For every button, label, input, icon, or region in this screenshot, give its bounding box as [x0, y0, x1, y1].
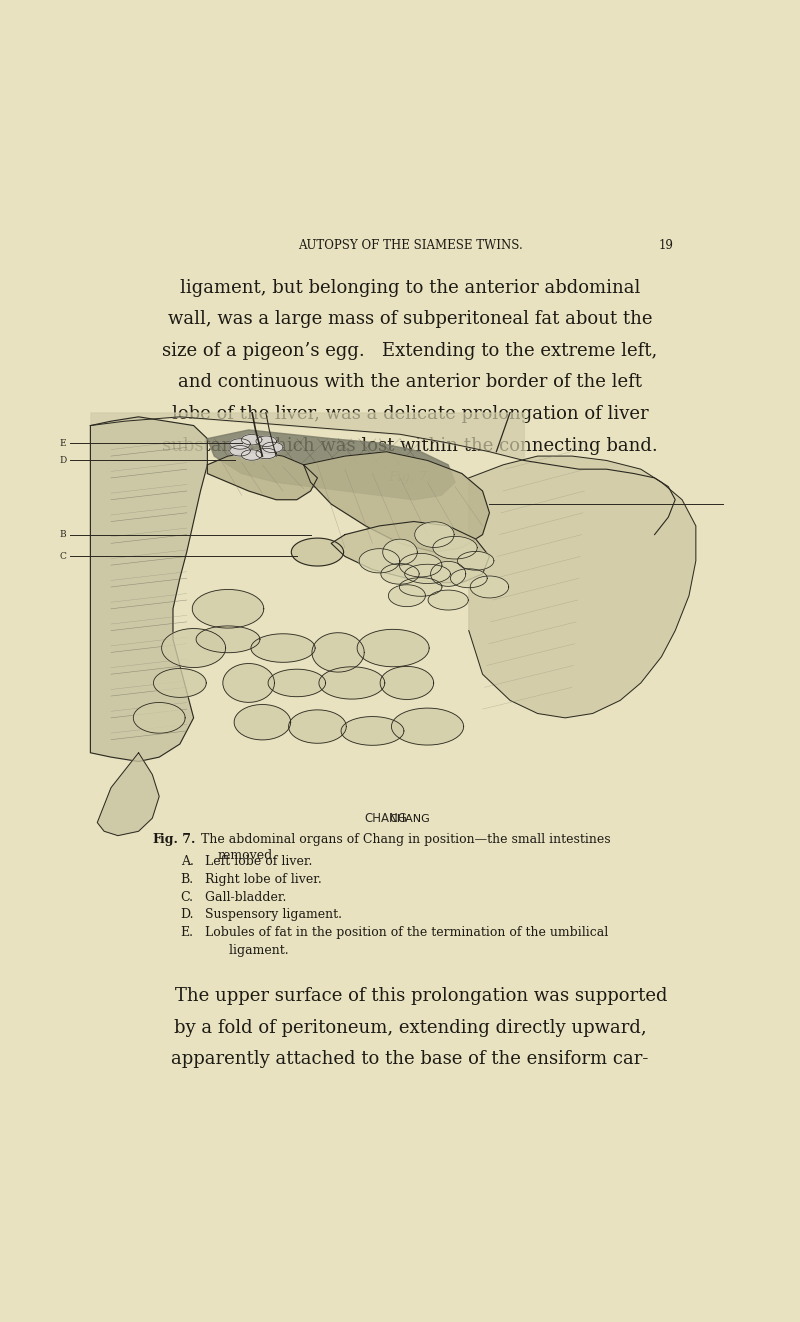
Text: CHANG: CHANG	[390, 814, 430, 824]
Polygon shape	[134, 702, 185, 734]
Text: by a fold of peritoneum, extending directly upward,: by a fold of peritoneum, extending direc…	[174, 1019, 646, 1036]
Polygon shape	[458, 551, 494, 570]
Polygon shape	[262, 442, 283, 452]
Polygon shape	[399, 578, 442, 596]
Polygon shape	[256, 448, 277, 459]
Polygon shape	[414, 522, 454, 547]
Polygon shape	[268, 669, 326, 697]
Polygon shape	[380, 666, 434, 699]
Polygon shape	[405, 564, 450, 583]
Text: ligament, but belonging to the anterior abdominal: ligament, but belonging to the anterior …	[180, 279, 640, 296]
Text: E.: E.	[181, 927, 194, 939]
Text: 19: 19	[658, 238, 674, 251]
Polygon shape	[341, 717, 404, 746]
Text: The abdominal organs of Chang in position—the small intestines: The abdominal organs of Chang in positio…	[198, 833, 611, 846]
Polygon shape	[391, 709, 464, 746]
Polygon shape	[256, 436, 277, 447]
Polygon shape	[304, 452, 490, 553]
Polygon shape	[223, 664, 274, 702]
Polygon shape	[381, 563, 419, 584]
Text: Right lobe of liver.: Right lobe of liver.	[201, 873, 322, 886]
Polygon shape	[291, 538, 343, 566]
Text: Gall-bladder.: Gall-bladder.	[201, 891, 286, 903]
Polygon shape	[289, 710, 346, 743]
Text: A.: A.	[181, 855, 194, 869]
Polygon shape	[450, 568, 487, 588]
Text: Left lobe of liver.: Left lobe of liver.	[201, 855, 313, 869]
Text: size of a pigeon’s egg.   Extending to the extreme left,: size of a pigeon’s egg. Extending to the…	[162, 342, 658, 360]
Polygon shape	[319, 666, 385, 699]
Polygon shape	[382, 539, 418, 564]
Text: apparently attached to the base of the ensiform car-: apparently attached to the base of the e…	[171, 1051, 649, 1068]
Polygon shape	[312, 633, 364, 672]
Polygon shape	[154, 669, 206, 698]
Text: C: C	[59, 551, 66, 561]
Text: wall, was a large mass of subperitoneal fat about the: wall, was a large mass of subperitoneal …	[168, 311, 652, 328]
Polygon shape	[430, 562, 466, 587]
Text: Suspensory ligament.: Suspensory ligament.	[201, 908, 342, 921]
Polygon shape	[242, 435, 262, 446]
Polygon shape	[196, 625, 260, 653]
Polygon shape	[90, 416, 207, 761]
Text: Fig. 7.: Fig. 7.	[389, 471, 431, 484]
Text: The upper surface of this prolongation was supported: The upper surface of this prolongation w…	[152, 988, 668, 1005]
Text: B.: B.	[181, 873, 194, 886]
Polygon shape	[428, 590, 468, 609]
Polygon shape	[207, 452, 318, 500]
Text: D.: D.	[181, 908, 194, 921]
Text: AUTOPSY OF THE SIAMESE TWINS.: AUTOPSY OF THE SIAMESE TWINS.	[298, 238, 522, 251]
Polygon shape	[359, 549, 400, 572]
Text: F: F	[153, 833, 162, 846]
Polygon shape	[234, 705, 290, 740]
Text: C.: C.	[181, 891, 194, 903]
Text: ligament.: ligament.	[201, 944, 289, 957]
Polygon shape	[162, 628, 226, 668]
Polygon shape	[433, 537, 478, 559]
Text: and continuous with the anterior border of the left: and continuous with the anterior border …	[178, 373, 642, 391]
Polygon shape	[251, 633, 315, 662]
Text: lobe of the liver, was a delicate prolongation of liver: lobe of the liver, was a delicate prolon…	[172, 405, 648, 423]
Polygon shape	[242, 449, 262, 460]
Polygon shape	[399, 554, 442, 576]
Text: B: B	[60, 530, 66, 539]
Text: CHANG: CHANG	[365, 812, 408, 825]
Text: removed.: removed.	[218, 849, 277, 862]
Text: Lobules of fat in the position of the termination of the umbilical: Lobules of fat in the position of the te…	[201, 927, 608, 939]
Polygon shape	[207, 430, 455, 500]
Polygon shape	[98, 752, 159, 836]
Polygon shape	[470, 576, 509, 598]
Polygon shape	[230, 439, 250, 449]
Text: E: E	[60, 439, 66, 448]
Polygon shape	[230, 446, 250, 456]
Polygon shape	[357, 629, 430, 666]
Text: substance which was lost within the connecting band.: substance which was lost within the conn…	[162, 436, 658, 455]
Polygon shape	[331, 521, 490, 583]
Polygon shape	[469, 456, 696, 718]
Text: D: D	[59, 456, 66, 465]
Polygon shape	[192, 590, 264, 628]
Text: ig. 7.: ig. 7.	[160, 833, 195, 846]
Polygon shape	[389, 584, 426, 607]
